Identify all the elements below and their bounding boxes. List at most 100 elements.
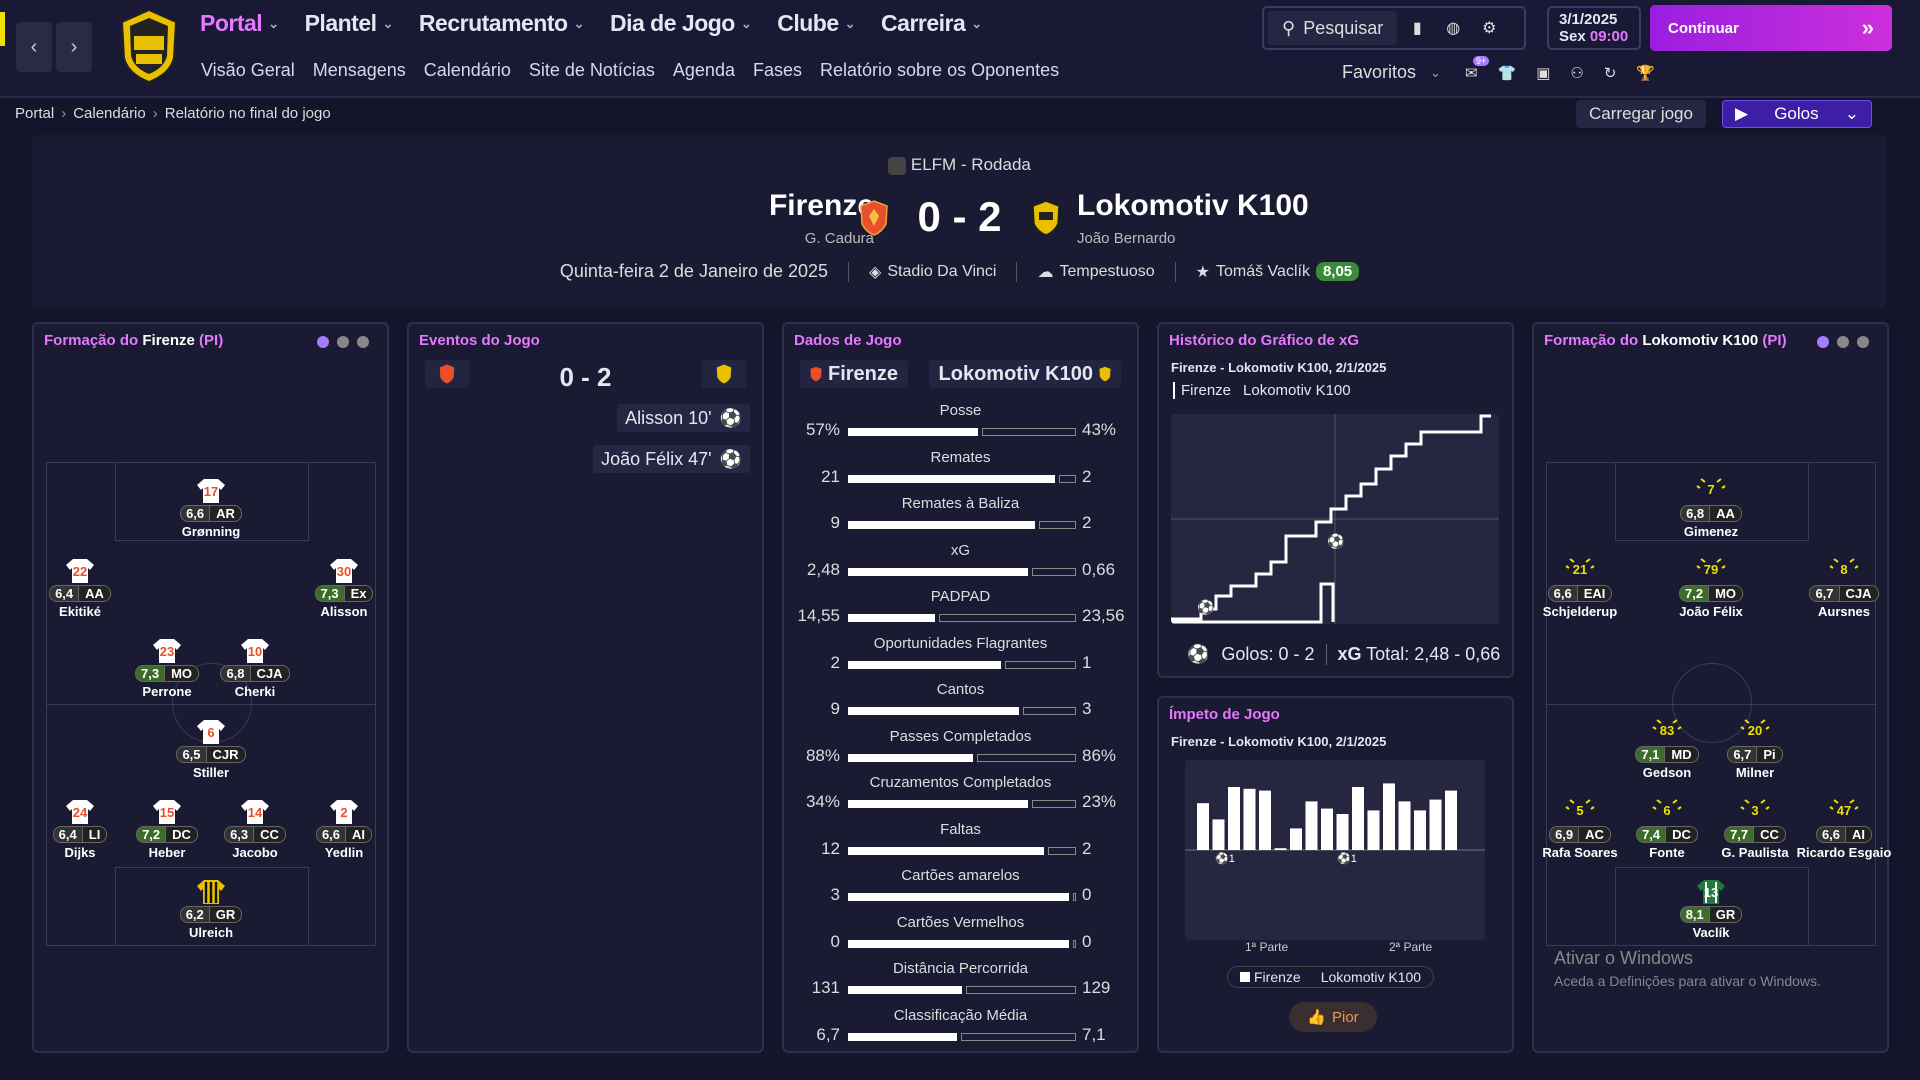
bookmark-icon[interactable]: ▮ — [1412, 20, 1422, 37]
home-manager[interactable]: G. Cadura — [804, 230, 874, 247]
subnav-agenda[interactable]: Agenda — [672, 60, 735, 80]
stats-home-team: Firenze — [800, 360, 909, 388]
globe-icon[interactable]: ◍ — [1446, 20, 1461, 37]
player-name: Grønning — [181, 524, 241, 539]
player-card[interactable]: 3 7,7 CC G. Paulista — [1705, 799, 1805, 860]
game-date[interactable]: 3/1/2025 Sex 09:00 — [1547, 6, 1641, 50]
search-button[interactable]: ⚲ Pesquisar — [1268, 11, 1398, 45]
player-card[interactable]: 8 6,7 CJA Aursnes — [1794, 558, 1894, 619]
nav-recrutamento[interactable]: Recrutamento ⌄ — [418, 10, 585, 36]
momentum-bar — [1367, 810, 1380, 850]
stat-away-value: 0 — [1082, 885, 1092, 904]
stat-home-value: 2,48 — [806, 559, 840, 579]
player-card[interactable]: 2 6,6 AI Yedlin — [294, 799, 394, 860]
player-card[interactable]: 6,2 GR Ulreich — [161, 879, 261, 940]
stat-row: PADPAD 14,55 23,56 — [784, 588, 1137, 632]
stat-label: Distância Percorrida — [892, 960, 1029, 977]
club-logo[interactable] — [118, 8, 180, 84]
breadcrumb-calendario[interactable]: Calendário — [73, 105, 146, 122]
subnav-mensagens[interactable]: Mensagens — [312, 60, 406, 80]
player-card[interactable]: 15 7,2 DC Heber — [117, 799, 217, 860]
stat-row: Distância Percorrida 131 129 — [784, 960, 1137, 1004]
away-manager[interactable]: João Bernardo — [1077, 230, 1176, 247]
tactics-icon[interactable]: ▣ — [1536, 64, 1551, 82]
nav-portal[interactable]: Portal ⌄ — [200, 10, 279, 36]
page-dots[interactable] — [1817, 336, 1869, 348]
staff-icon[interactable]: ⚇ — [1570, 64, 1584, 82]
subnav-noticias[interactable]: Site de Notícias — [528, 60, 655, 80]
stat-label: Faltas — [940, 820, 981, 838]
stat-label: Passes Completados — [889, 727, 1032, 745]
gear-icon[interactable]: ⚙ — [1482, 20, 1497, 37]
player-card[interactable]: 17 6,6 AR Grønning — [161, 478, 261, 539]
player-card[interactable]: 24 6,4 LI Dijks — [30, 799, 130, 860]
stat-row: Cartões Vermelhos 0 0 — [784, 914, 1137, 958]
player-rating: 7,3 — [314, 585, 345, 602]
player-card[interactable]: 7 6,8 AA Gimenez — [1661, 478, 1761, 539]
goal-event[interactable]: João Félix 47' ⚽ — [593, 445, 750, 473]
player-card[interactable]: 13 8,1 GR Vaclík — [1661, 879, 1761, 940]
stat-away-bar — [982, 428, 1076, 436]
nav-dia-de-jogo[interactable]: Dia de Jogo ⌄ — [609, 10, 752, 36]
subnav-relatorio-oponentes[interactable]: Relatório sobre os Oponentes — [820, 60, 1060, 80]
goal-event[interactable]: Alisson 10' ⚽ — [617, 404, 750, 432]
home-crest-icon[interactable] — [860, 200, 888, 236]
load-game-button[interactable]: Carregar jogo — [1576, 100, 1706, 128]
breadcrumb-current: Relatório no final do jogo — [164, 105, 331, 122]
momentum-chart[interactable]: ⚽1 ⚽1 — [1185, 760, 1485, 940]
player-card[interactable]: 5 6,9 AC Rafa Soares — [1530, 799, 1630, 860]
player-card[interactable]: 6 7,4 DC Fonte — [1617, 799, 1717, 860]
player-card[interactable]: 22 6,4 AA Ekitiké — [30, 558, 130, 619]
player-card[interactable]: 21 6,6 EAI Schjelderup — [1530, 558, 1630, 619]
player-card[interactable]: 23 7,3 MO Perrone — [117, 638, 217, 699]
player-position: AI — [346, 826, 373, 843]
player-rating: 6,3 — [224, 826, 255, 843]
player-position: GR — [209, 906, 243, 923]
stadium[interactable]: ◈ Stadio Da Vinci — [848, 261, 1016, 282]
goals-playback-dropdown[interactable]: ▶ Golos ⌄ — [1722, 100, 1872, 128]
messages-icon[interactable]: ✉ 9+ — [1465, 55, 1490, 82]
back-button[interactable]: ‹ — [16, 22, 52, 72]
chevron-right-icon: › — [152, 105, 158, 122]
chevron-down-icon[interactable]: ⌄ — [1430, 64, 1441, 80]
subnav-visao-geral[interactable]: Visão Geral — [201, 60, 295, 80]
forward-button[interactable]: › — [56, 22, 92, 72]
trophy-icon[interactable]: 🏆 — [1636, 64, 1656, 82]
breadcrumb-portal[interactable]: Portal — [15, 105, 55, 122]
continue-button[interactable]: Continuar» — [1650, 5, 1892, 51]
player-card[interactable]: 30 7,3 Ex Alisson — [294, 558, 394, 619]
stat-home-bar — [848, 521, 1035, 529]
player-card[interactable]: 79 7,2 MO João Félix — [1661, 558, 1761, 619]
player-position: AA — [79, 585, 111, 602]
stat-away-value: 0 — [1082, 931, 1092, 951]
competition-icon — [888, 156, 907, 175]
subnav-calendario[interactable]: Calendário — [423, 60, 511, 80]
player-card[interactable]: 14 6,3 CC Jacobo — [205, 799, 305, 860]
page-dots[interactable] — [317, 336, 369, 348]
competition-label[interactable]: ELFM - Rodada — [32, 155, 1887, 175]
sub-navigation: Visão Geral Mensagens Calendário Site de… — [201, 60, 1059, 81]
player-rating: 6,7 — [1727, 746, 1758, 763]
favorites-dropdown[interactable]: Favoritos — [1342, 62, 1417, 82]
player-card[interactable]: 83 7,1 MD Gedson — [1617, 719, 1717, 780]
player-card[interactable]: 10 6,8 CJA Cherki — [205, 638, 305, 699]
subnav-fases[interactable]: Fases — [752, 60, 802, 80]
player-card[interactable]: 47 6,6 AI Ricardo Esgaio — [1794, 799, 1894, 860]
player-card[interactable]: 20 6,7 Pi Milner — [1705, 719, 1805, 780]
xg-chart[interactable]: ⚽ ⚽ — [1171, 414, 1499, 624]
pitch — [46, 462, 376, 946]
refresh-icon[interactable]: ↻ — [1603, 64, 1617, 82]
nav-carreira[interactable]: Carreira ⌄ — [881, 10, 982, 36]
shirt-icon[interactable]: 👕 — [1497, 64, 1517, 82]
player-rating: 6,6 — [1547, 585, 1578, 602]
away-team-name[interactable]: Lokomotiv K100 — [1077, 189, 1309, 222]
worst-filter-button[interactable]: 👍 Pior — [1289, 1002, 1377, 1032]
nav-clube[interactable]: Clube ⌄ — [777, 10, 856, 36]
home-team-name[interactable]: Firenze — [768, 189, 874, 222]
stat-home-bar — [848, 939, 1069, 948]
man-of-the-match[interactable]: ★ Tomáš Vaclík 8,05 — [1174, 261, 1380, 282]
player-card[interactable]: 6 6,5 CJR Stiller — [161, 719, 261, 780]
away-crest-icon[interactable] — [1032, 200, 1060, 236]
shirt-icon: 24 — [65, 799, 95, 825]
nav-plantel[interactable]: Plantel ⌄ — [304, 10, 394, 36]
